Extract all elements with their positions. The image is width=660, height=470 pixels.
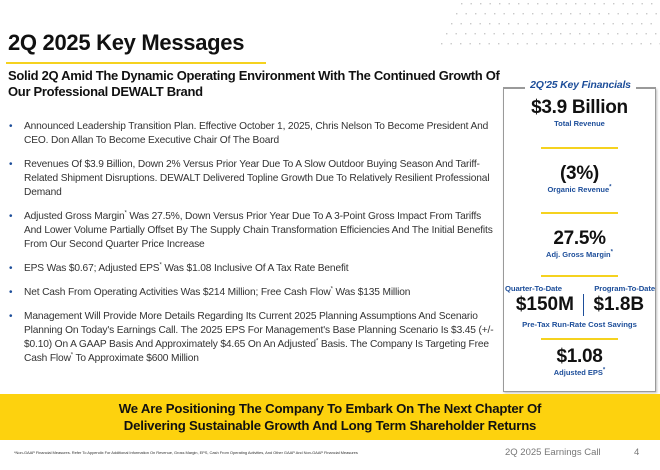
total-revenue-metric: $3.9 Billion Total Revenue bbox=[503, 97, 656, 129]
bullet-text: EPS Was $0.67; Adjusted EPS bbox=[24, 263, 160, 274]
metric-label: Adjusted EPS* bbox=[503, 368, 656, 378]
footnote-marker: * bbox=[330, 286, 333, 293]
list-item: • Announced Leadership Transition Plan. … bbox=[9, 120, 499, 148]
event-label: 2Q 2025 Earnings Call bbox=[505, 447, 601, 458]
list-item: • Management Will Provide More Details R… bbox=[9, 310, 499, 366]
divider bbox=[541, 212, 618, 214]
key-financials-heading: 2Q'25 Key Financials bbox=[525, 79, 636, 91]
metric-value: $1.08 bbox=[556, 346, 603, 367]
bullet-icon: • bbox=[9, 159, 13, 170]
program-to-date-label: Program-To-Date bbox=[594, 284, 655, 293]
cost-savings-values: $150M $1.8B bbox=[505, 294, 655, 316]
bullet-icon: • bbox=[9, 121, 13, 132]
bullet-text: Was $1.08 Inclusive Of A Tax Rate Benefi… bbox=[161, 263, 349, 274]
decorative-dot-pattern bbox=[441, 3, 660, 45]
footnote: *Non-GAAP Financial Measures. Refer To A… bbox=[14, 450, 358, 455]
footnote-marker: * bbox=[609, 184, 612, 191]
bullet-icon: • bbox=[9, 287, 13, 298]
panel-border-top-right bbox=[636, 87, 656, 89]
metric-label-text: Adjusted EPS bbox=[553, 368, 603, 377]
page-number: 4 bbox=[634, 447, 640, 458]
page-subtitle: Solid 2Q Amid The Dynamic Operating Envi… bbox=[8, 68, 500, 99]
panel-border-top-left bbox=[503, 87, 525, 89]
list-item: • Net Cash From Operating Activities Was… bbox=[9, 286, 499, 300]
metric-value: (3%) bbox=[560, 163, 599, 184]
organic-revenue-metric: (3%) Organic Revenue* bbox=[503, 163, 656, 195]
bullet-text: Management Will Provide More Details Reg… bbox=[24, 311, 494, 350]
footnote-marker: * bbox=[602, 367, 606, 374]
title-underline bbox=[6, 62, 266, 64]
bullet-text: Net Cash From Operating Activities Was $… bbox=[24, 287, 331, 298]
program-to-date-value: $1.8B bbox=[593, 294, 645, 315]
vertical-divider bbox=[582, 294, 585, 316]
banner-line-1: We Are Positioning The Company To Embark… bbox=[118, 401, 542, 416]
metric-label-text: Adj. Gross Margin bbox=[546, 250, 611, 259]
cost-savings-headers: Quarter-To-Date Program-To-Date bbox=[505, 284, 655, 293]
metric-label-text: Organic Revenue bbox=[547, 185, 610, 194]
bullet-text: Was 27.5%, Down Versus Prior Year Due To… bbox=[24, 211, 493, 250]
list-item: • Adjusted Gross Margin* Was 27.5%, Down… bbox=[9, 210, 499, 252]
footnote-marker: * bbox=[124, 210, 127, 217]
metric-label: Adj. Gross Margin* bbox=[503, 250, 656, 260]
quarter-to-date-value: $150M bbox=[515, 294, 574, 315]
bullet-text: Adjusted Gross Margin bbox=[24, 211, 125, 222]
bullet-icon: • bbox=[9, 263, 13, 274]
adj-gross-margin-metric: 27.5% Adj. Gross Margin* bbox=[503, 228, 656, 260]
list-item: • Revenues Of $3.9 Billion, Down 2% Vers… bbox=[9, 158, 499, 200]
metric-label: Total Revenue bbox=[554, 119, 605, 128]
quarter-to-date-label: Quarter-To-Date bbox=[505, 284, 562, 293]
bullet-text: Revenues Of $3.9 Billion, Down 2% Versus… bbox=[24, 159, 490, 198]
bullet-icon: • bbox=[9, 211, 13, 222]
bullet-text: Announced Leadership Transition Plan. Ef… bbox=[24, 121, 489, 146]
metric-value: $3.9 Billion bbox=[531, 97, 628, 118]
page-title: 2Q 2025 Key Messages bbox=[8, 30, 245, 55]
footnote-marker: * bbox=[315, 338, 319, 345]
divider bbox=[541, 338, 618, 340]
bullet-text: Basis. The Company Is Targeting Free Cas… bbox=[24, 339, 489, 364]
divider bbox=[541, 147, 618, 149]
adjusted-eps-metric: $1.08 Adjusted EPS* bbox=[503, 346, 656, 378]
list-item: • EPS Was $0.67; Adjusted EPS* Was $1.08… bbox=[9, 262, 499, 276]
divider bbox=[541, 275, 618, 277]
bullet-text: To Approximate $600 Million bbox=[72, 353, 199, 364]
footnote-marker: * bbox=[70, 352, 73, 359]
banner-line-2: Delivering Sustainable Growth And Long T… bbox=[123, 418, 537, 433]
bullet-text: Was $135 Million bbox=[332, 287, 411, 298]
key-financials-panel bbox=[503, 88, 656, 392]
closing-banner: We Are Positioning The Company To Embark… bbox=[0, 394, 660, 440]
bullet-icon: • bbox=[9, 311, 13, 322]
key-messages-list: • Announced Leadership Transition Plan. … bbox=[9, 120, 499, 376]
cost-savings-label: Pre-Tax Run-Rate Cost Savings bbox=[522, 320, 637, 329]
metric-value: 27.5% bbox=[553, 228, 606, 249]
metric-label: Organic Revenue* bbox=[503, 185, 656, 195]
footnote-marker: * bbox=[610, 249, 613, 256]
footnote-marker: * bbox=[159, 262, 162, 269]
